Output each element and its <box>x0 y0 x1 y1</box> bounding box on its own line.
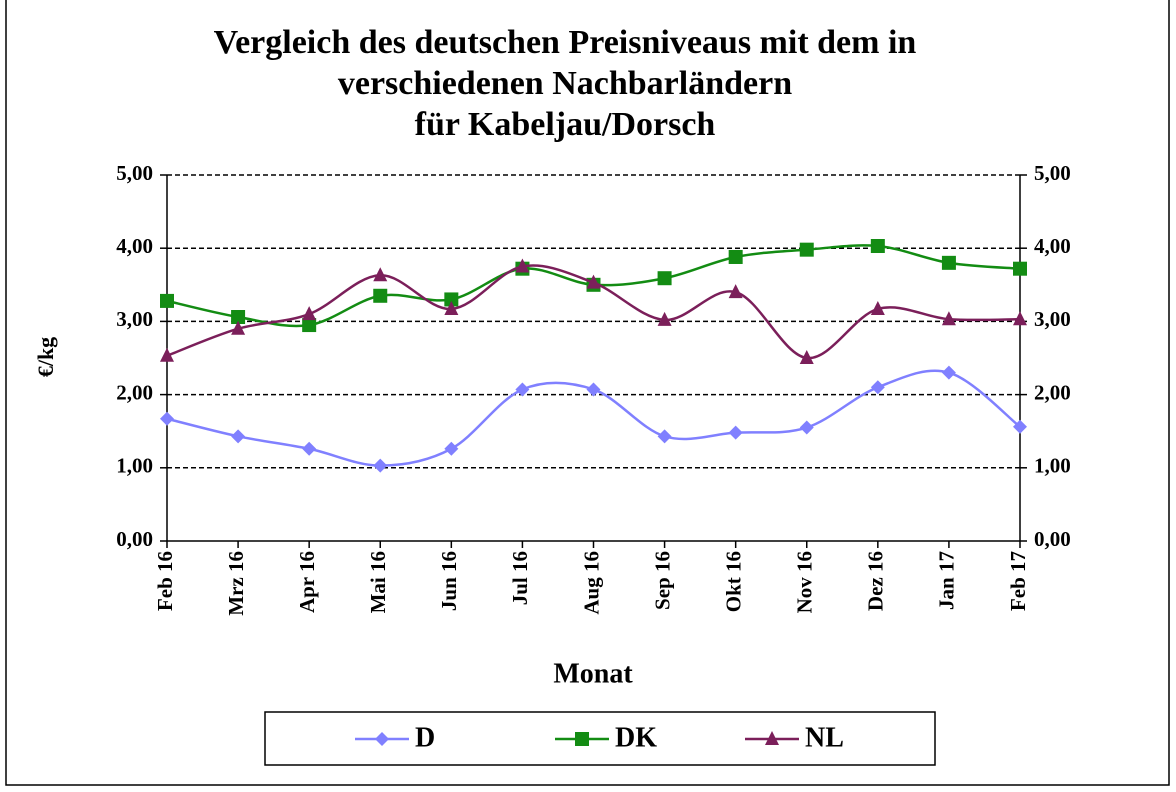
marker <box>1013 261 1027 276</box>
x-tick-label: Mai 16 <box>366 551 390 613</box>
x-tick-label: Jul 16 <box>508 551 532 605</box>
marker <box>657 311 672 326</box>
x-axis-label: Monat <box>553 658 633 689</box>
x-tick-label: Aug 16 <box>579 551 603 615</box>
marker <box>941 365 956 380</box>
marker <box>373 458 388 473</box>
y-tick-label: 1,00 <box>116 454 153 478</box>
x-tick-label: Mrz 16 <box>224 551 248 616</box>
marker <box>444 441 459 456</box>
marker <box>941 311 956 326</box>
marker <box>373 267 388 282</box>
marker <box>302 318 317 333</box>
x-tick-label: Feb 17 <box>1006 551 1030 611</box>
y2-tick-label: 2,00 <box>1034 380 1071 404</box>
marker <box>444 292 459 307</box>
legend-marker <box>575 732 589 746</box>
y-tick-label: 3,00 <box>116 307 153 331</box>
marker <box>231 310 246 325</box>
marker <box>231 320 246 335</box>
y2-tick-label: 5,00 <box>1034 161 1071 185</box>
marker <box>728 284 743 299</box>
chart-title: Vergleich des deutschen Preisniveaus mit… <box>214 24 917 61</box>
marker <box>1013 311 1027 326</box>
x-tick-label: Jan 17 <box>935 551 959 610</box>
marker <box>515 258 530 273</box>
marker <box>302 441 317 456</box>
marker <box>586 382 601 397</box>
marker <box>728 249 743 264</box>
marker <box>515 382 530 397</box>
x-tick-label: Feb 16 <box>153 551 177 611</box>
marker <box>1013 419 1027 434</box>
marker <box>657 271 672 286</box>
y-tick-label: 0,00 <box>116 527 153 551</box>
x-tick-label: Sep 16 <box>650 551 674 610</box>
y-axis-label: €/kg <box>33 337 58 377</box>
y-tick-label: 2,00 <box>116 380 153 404</box>
x-tick-label: Nov 16 <box>793 551 817 613</box>
marker <box>799 420 814 435</box>
x-tick-label: Dez 16 <box>864 551 888 611</box>
y2-tick-label: 4,00 <box>1034 234 1071 258</box>
chart-title: für Kabeljau/Dorsch <box>415 106 716 143</box>
chart-title: verschiedenen Nachbarländern <box>338 65 792 102</box>
chart-frame <box>5 0 1170 786</box>
marker <box>373 288 388 303</box>
marker <box>586 274 601 289</box>
y-tick-label: 5,00 <box>116 161 153 185</box>
marker <box>799 242 814 257</box>
x-tick-label: Jun 16 <box>437 551 461 611</box>
y2-tick-label: 0,00 <box>1034 527 1071 551</box>
marker <box>941 255 956 270</box>
legend-label: D <box>415 722 435 753</box>
marker <box>870 300 885 315</box>
legend-marker <box>765 731 779 745</box>
marker <box>160 347 174 362</box>
marker <box>657 429 672 444</box>
marker <box>231 429 246 444</box>
marker <box>728 425 743 440</box>
legend-marker <box>375 732 389 746</box>
marker <box>870 239 885 254</box>
x-tick-label: Okt 16 <box>721 551 745 612</box>
marker <box>302 306 317 321</box>
y2-tick-label: 3,00 <box>1034 307 1071 331</box>
legend-label: DK <box>615 722 657 753</box>
marker <box>160 293 174 308</box>
legend-label: NL <box>805 722 844 753</box>
marker <box>444 300 459 315</box>
y-tick-label: 4,00 <box>116 234 153 258</box>
marker <box>799 350 814 364</box>
y2-tick-label: 1,00 <box>1034 454 1071 478</box>
marker <box>160 411 174 426</box>
marker <box>870 380 885 395</box>
x-tick-label: Apr 16 <box>295 551 319 613</box>
